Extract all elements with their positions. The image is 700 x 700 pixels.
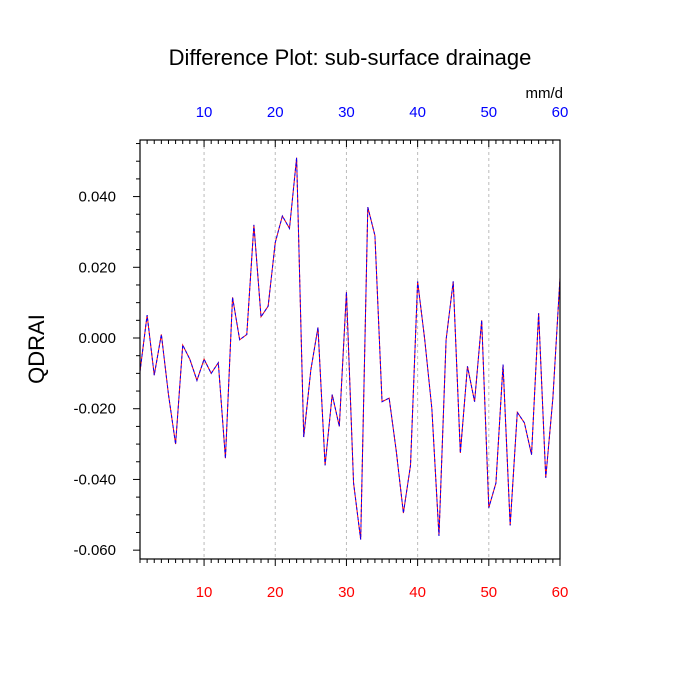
units-label: mm/d	[526, 85, 564, 102]
top-x-tick-label: 10	[196, 104, 213, 121]
series-line-2	[139, 157, 561, 540]
top-x-tick-label: 30	[338, 104, 355, 121]
y-tick-label: -0.020	[73, 401, 116, 418]
y-axis-title: QDRAI	[24, 314, 49, 384]
plot-frame	[139, 139, 561, 560]
y-tick-label: 0.020	[78, 259, 116, 276]
x-tick-label: 10	[196, 584, 213, 601]
tick-layer	[133, 140, 561, 566]
y-tick-label: 0.040	[78, 189, 116, 206]
grid-layer	[203, 140, 490, 559]
y-tick-label: 0.000	[78, 330, 116, 347]
chart-title: Difference Plot: sub-surface drainage	[169, 45, 532, 70]
top-x-tick-label: 50	[480, 104, 497, 121]
top-x-tick-label: 20	[267, 104, 284, 121]
x-tick-label: 30	[338, 584, 355, 601]
top-x-tick-label: 60	[552, 104, 569, 121]
y-tick-label: -0.060	[73, 542, 116, 559]
x-tick-label: 60	[552, 584, 569, 601]
top-x-tick-label: 40	[409, 104, 426, 121]
label-layer: 10 10 20 20 30 30 40 40 50 50 60 60 -0.060 -0.040 -0.0…	[73, 104, 568, 601]
y-tick-label: -0.040	[73, 471, 116, 488]
x-tick-label: 20	[267, 584, 284, 601]
x-tick-label: 50	[480, 584, 497, 601]
series-line-1	[139, 157, 561, 540]
series-layer	[139, 157, 561, 540]
x-tick-label: 40	[409, 584, 426, 601]
